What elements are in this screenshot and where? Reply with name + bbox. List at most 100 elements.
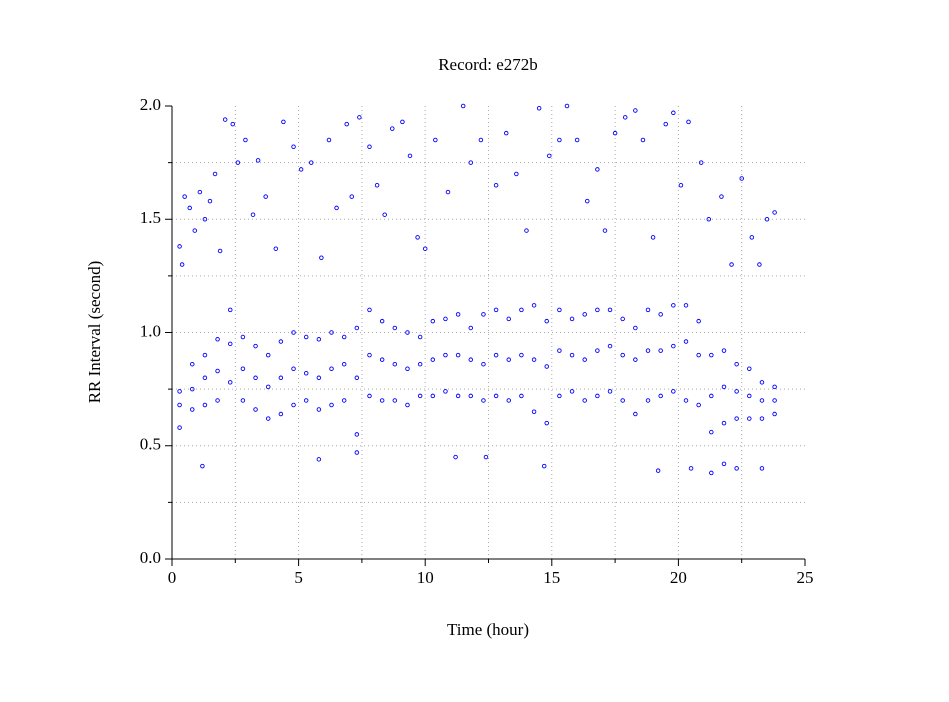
point <box>298 167 304 172</box>
point <box>531 409 537 415</box>
point <box>281 119 286 125</box>
point <box>645 398 651 403</box>
point <box>291 144 296 150</box>
point <box>341 398 347 403</box>
point <box>493 183 499 188</box>
point <box>645 307 651 313</box>
point <box>354 450 360 455</box>
point <box>379 318 385 324</box>
point <box>392 398 398 403</box>
y-tick-label: 2.0 <box>140 95 161 114</box>
point <box>443 389 448 394</box>
point <box>650 235 656 240</box>
point <box>202 375 208 381</box>
point <box>747 393 752 399</box>
point <box>696 318 701 324</box>
point <box>240 366 246 371</box>
point <box>519 352 524 358</box>
point <box>633 357 638 362</box>
point <box>531 303 537 308</box>
point <box>278 339 284 344</box>
point <box>326 137 332 143</box>
point <box>367 307 372 313</box>
point <box>468 357 474 362</box>
point <box>620 352 625 358</box>
point <box>671 110 676 116</box>
point <box>683 398 689 403</box>
point <box>658 312 663 317</box>
point <box>303 334 309 340</box>
point <box>519 307 524 313</box>
point <box>686 119 691 125</box>
x-tick-label: 20 <box>670 568 687 587</box>
point <box>506 357 512 362</box>
point <box>481 398 486 403</box>
point <box>671 303 676 308</box>
point <box>683 303 689 308</box>
point <box>253 407 258 412</box>
point <box>417 361 423 367</box>
point <box>519 393 524 399</box>
point <box>481 312 486 317</box>
x-tick-label: 25 <box>797 568 814 587</box>
point <box>349 194 355 199</box>
point <box>759 416 765 421</box>
point <box>582 357 587 362</box>
point <box>595 307 600 313</box>
point <box>584 198 590 204</box>
point <box>250 212 256 217</box>
point <box>569 352 575 358</box>
point <box>341 361 347 367</box>
point <box>481 361 486 367</box>
point <box>316 457 322 462</box>
point <box>329 366 334 371</box>
point <box>227 341 233 347</box>
point <box>772 398 777 403</box>
chart-title: Record: e272b <box>438 55 538 74</box>
point <box>445 189 451 195</box>
point <box>255 158 261 163</box>
point <box>392 361 398 367</box>
point <box>607 307 613 313</box>
point <box>430 393 436 399</box>
point <box>747 416 752 421</box>
point <box>227 380 233 385</box>
point <box>405 402 410 408</box>
point <box>202 352 208 358</box>
point <box>759 380 765 385</box>
point <box>316 337 322 342</box>
point <box>747 366 752 371</box>
point <box>645 348 651 353</box>
point <box>620 316 625 322</box>
point <box>400 119 405 125</box>
point <box>215 368 220 374</box>
point <box>455 352 461 358</box>
point <box>612 130 618 136</box>
x-axis-label: Time (hour) <box>447 620 529 639</box>
point <box>709 393 714 399</box>
x-tick-label: 10 <box>417 568 434 587</box>
point <box>217 248 223 254</box>
point <box>607 343 613 349</box>
point <box>379 398 385 403</box>
point <box>493 393 499 399</box>
point <box>415 235 420 240</box>
point <box>227 307 233 313</box>
point <box>392 325 398 331</box>
point <box>607 389 613 394</box>
point <box>749 235 755 240</box>
point <box>721 461 727 467</box>
point <box>734 361 739 367</box>
point <box>443 316 448 322</box>
point <box>382 212 387 217</box>
point <box>215 337 220 342</box>
point <box>319 255 324 261</box>
point <box>443 352 448 358</box>
point <box>633 325 638 331</box>
point <box>460 103 466 109</box>
point <box>721 420 727 426</box>
point <box>316 407 322 412</box>
point <box>243 137 248 143</box>
point <box>772 411 777 417</box>
point <box>709 429 714 435</box>
